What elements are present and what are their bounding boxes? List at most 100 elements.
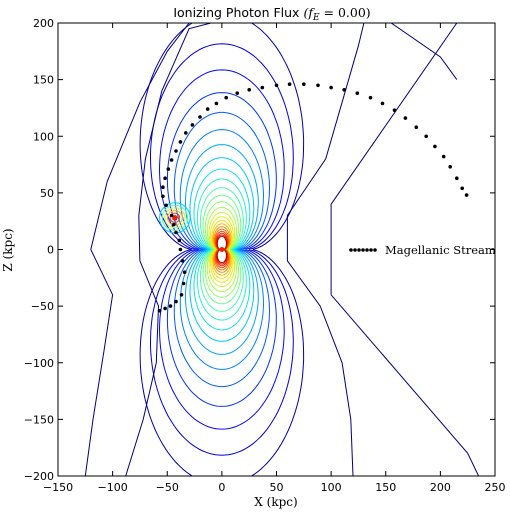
flux-peak bbox=[219, 247, 225, 252]
stream-point bbox=[342, 88, 347, 92]
legend-dot bbox=[373, 248, 377, 252]
stream-point bbox=[274, 83, 279, 88]
x-tick-label: 150 bbox=[375, 481, 396, 494]
magellanic-stream-series bbox=[157, 82, 469, 313]
x-axis-label: X (kpc) bbox=[254, 495, 297, 509]
contour-line bbox=[164, 207, 186, 229]
y-tick-label: 50 bbox=[40, 187, 54, 200]
x-tick-label: −50 bbox=[156, 481, 179, 494]
flux-peak bbox=[172, 215, 178, 221]
y-tick-label: 150 bbox=[33, 74, 54, 87]
stream-point bbox=[224, 95, 228, 100]
stream-point bbox=[198, 115, 202, 119]
stream-point bbox=[179, 293, 184, 297]
stream-point bbox=[177, 238, 182, 243]
stream-point bbox=[441, 154, 446, 159]
contour-line bbox=[125, 23, 212, 476]
stream-point bbox=[181, 281, 186, 286]
legend-marker-magellanic-stream bbox=[349, 248, 377, 252]
legend-dot bbox=[361, 248, 365, 252]
stream-point bbox=[380, 101, 385, 106]
y-tick-label: −50 bbox=[31, 300, 54, 313]
stream-point bbox=[247, 88, 251, 92]
stream-point bbox=[166, 167, 171, 171]
stream-point bbox=[163, 176, 167, 180]
stream-point bbox=[464, 193, 469, 197]
stream-point bbox=[174, 149, 178, 153]
x-tick-label: 100 bbox=[321, 481, 342, 494]
x-tick-label: 0 bbox=[218, 481, 225, 494]
y-tick-label: −100 bbox=[24, 357, 54, 370]
stream-point bbox=[174, 230, 178, 235]
legend-dot bbox=[353, 248, 357, 252]
stream-point bbox=[172, 222, 176, 227]
stream-point bbox=[355, 91, 360, 95]
stream-point bbox=[424, 134, 429, 139]
legend-dot bbox=[365, 248, 369, 252]
stream-point bbox=[161, 185, 165, 189]
stream-point bbox=[164, 203, 168, 208]
stream-point bbox=[169, 213, 174, 218]
stream-point bbox=[184, 131, 188, 135]
flux-sources bbox=[172, 215, 225, 252]
stream-point bbox=[205, 107, 210, 111]
stream-point bbox=[178, 247, 183, 252]
contour-line bbox=[150, 43, 294, 456]
stream-point bbox=[392, 108, 397, 112]
y-tick-label: 200 bbox=[33, 17, 54, 30]
x-tick-label: 50 bbox=[270, 481, 284, 494]
stream-point bbox=[214, 101, 219, 106]
y-tick-label: −150 bbox=[24, 413, 54, 426]
legend-dot bbox=[357, 248, 361, 252]
legend: Magellanic Stream bbox=[349, 243, 496, 257]
y-tick-label: 100 bbox=[33, 130, 54, 143]
x-tick-label: 250 bbox=[485, 481, 506, 494]
contour-line bbox=[185, 144, 259, 355]
stream-point bbox=[190, 123, 195, 127]
stream-point bbox=[414, 125, 419, 129]
y-axis-ticks: −200 −150 −100 −50 0 50 100 150 200 bbox=[24, 17, 495, 483]
stream-point bbox=[433, 144, 437, 149]
stream-point bbox=[178, 140, 183, 144]
stream-point bbox=[235, 91, 239, 95]
contour-line bbox=[286, 23, 365, 476]
contour-line bbox=[161, 204, 189, 231]
stream-point bbox=[455, 176, 459, 180]
contour-line bbox=[84, 23, 190, 476]
stream-point bbox=[329, 85, 333, 90]
stream-point bbox=[316, 83, 320, 88]
stream-point bbox=[163, 306, 167, 311]
stream-point bbox=[403, 116, 408, 120]
contour-line bbox=[169, 212, 181, 223]
contour-line bbox=[139, 23, 305, 476]
x-tick-label: 200 bbox=[430, 481, 451, 494]
stream-point bbox=[174, 299, 178, 304]
contour-line bbox=[330, 23, 458, 295]
chart-title: Ionizing Photon Flux (fE = 0.00) bbox=[173, 5, 370, 23]
contour-line bbox=[390, 23, 458, 80]
legend-label-magellanic-stream: Magellanic Stream bbox=[385, 243, 496, 257]
stream-point bbox=[302, 82, 306, 86]
stream-point bbox=[161, 194, 165, 199]
contour-line bbox=[179, 129, 264, 370]
x-axis-ticks: −150 −100 −50 0 50 100 150 200 250 bbox=[43, 23, 506, 494]
contour-line bbox=[173, 111, 271, 388]
contour-line bbox=[158, 69, 285, 430]
stream-point bbox=[287, 82, 292, 86]
y-tick-label: −200 bbox=[24, 470, 54, 483]
stream-point bbox=[260, 85, 265, 90]
x-tick-label: −100 bbox=[98, 481, 128, 494]
stream-point bbox=[180, 259, 185, 263]
legend-dot bbox=[349, 248, 353, 252]
contour-line bbox=[330, 294, 480, 476]
stream-point bbox=[182, 270, 187, 275]
x-tick-label: −150 bbox=[43, 481, 73, 494]
stream-point bbox=[368, 95, 373, 100]
y-axis-label: Z (kpc) bbox=[1, 228, 15, 271]
stream-point bbox=[460, 186, 465, 191]
legend-dot bbox=[369, 248, 373, 252]
contour-line bbox=[166, 92, 277, 407]
stream-point bbox=[448, 165, 453, 169]
stream-point bbox=[169, 158, 174, 162]
